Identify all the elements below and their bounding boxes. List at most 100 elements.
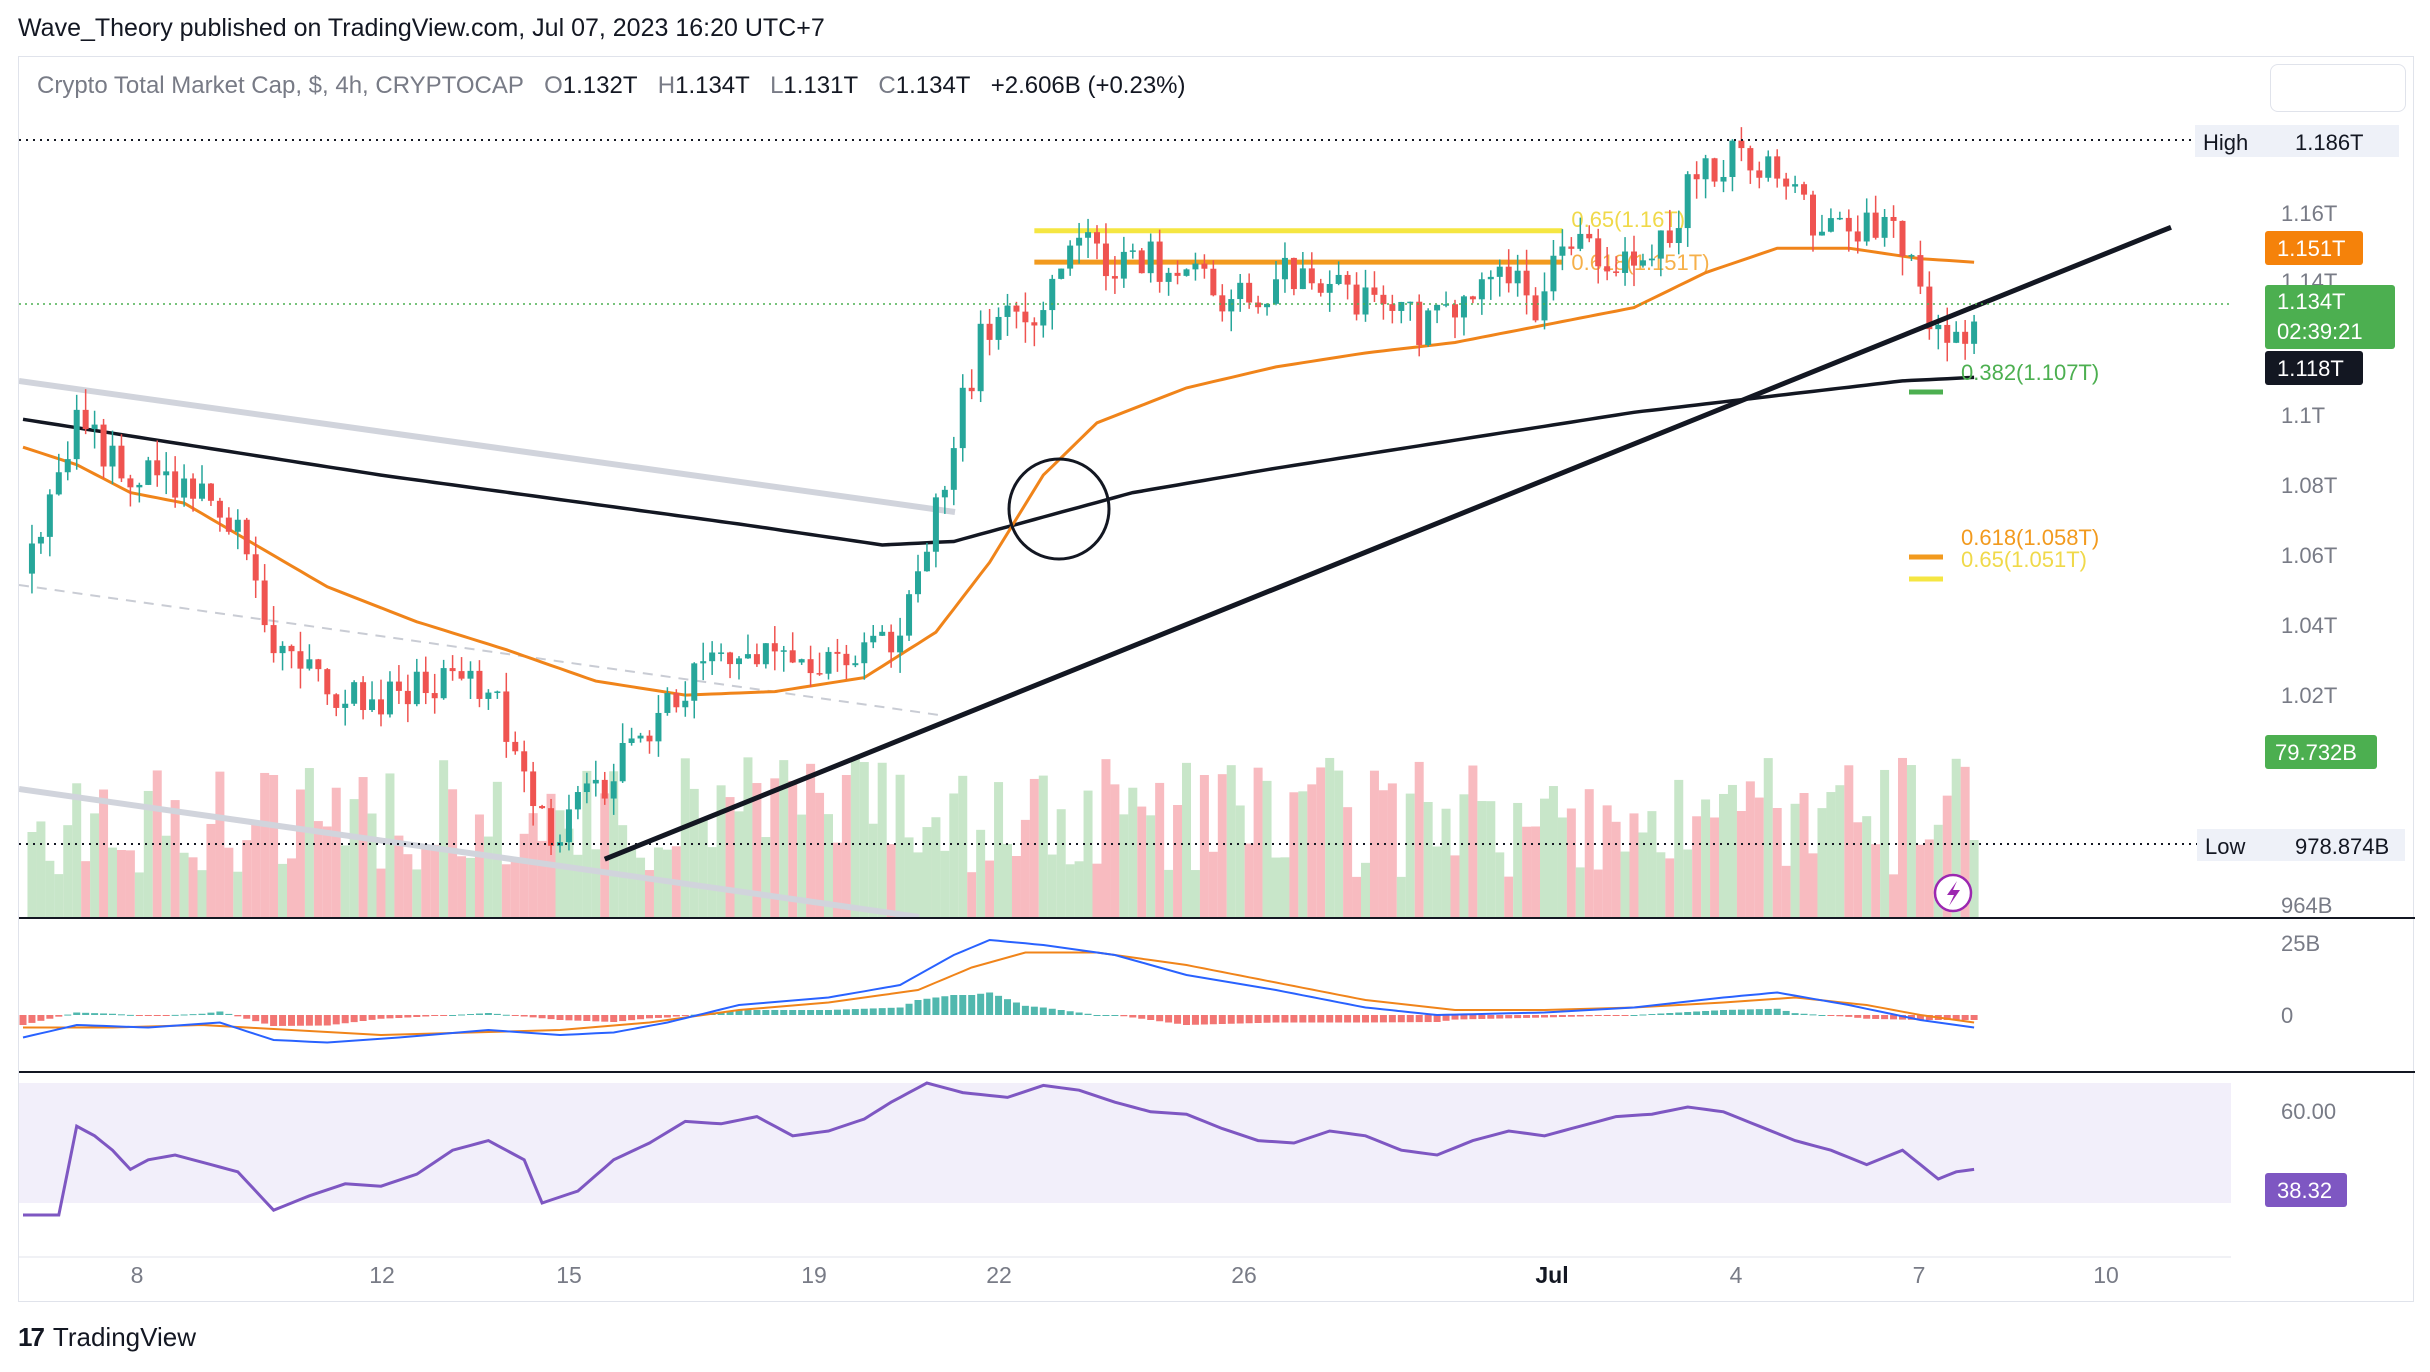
candle-body [753, 654, 760, 665]
volume-bar [1155, 782, 1165, 917]
chart-settings-button[interactable] [2270, 64, 2406, 112]
macd-histogram-bar [126, 1014, 134, 1016]
low-value-box [2289, 829, 2405, 861]
macd-histogram-bar [1576, 1015, 1584, 1017]
chart-svg[interactable]: 0.65(1.16T)0.618(1.151T) 0.382(1.107T) 0… [19, 57, 2415, 1303]
candle-body [1281, 257, 1288, 280]
macd-histogram-bar [1406, 1015, 1414, 1023]
volume-bar [1727, 784, 1737, 917]
candle-body [1935, 324, 1942, 330]
candle-body [324, 669, 331, 695]
volume-bar [143, 790, 153, 917]
macd-histogram-bar [82, 1012, 90, 1015]
candle-body [1308, 268, 1315, 284]
volume-bar [1513, 802, 1523, 917]
candle-body [118, 445, 125, 479]
volume-bar [72, 783, 82, 917]
chart-frame[interactable]: 0.65(1.16T) 0.618(1.151T) 0.382(1.107T) 0… [18, 56, 2415, 1303]
macd-histogram-bar [1362, 1015, 1369, 1023]
legend-symbol[interactable]: Crypto Total Market Cap, $, 4h, CRYPTOCA… [37, 72, 523, 99]
macd-histogram-bar [1344, 1015, 1352, 1023]
candle-body [915, 571, 921, 595]
volume-bar [457, 856, 467, 917]
macd-histogram-bar [753, 1010, 761, 1015]
candle-body [1478, 279, 1485, 300]
legend-low-label: L [770, 72, 783, 99]
macd-histogram-bar [207, 1012, 215, 1015]
volume-bar [1906, 765, 1916, 917]
candle-body [843, 653, 850, 666]
macd-histogram-bar [144, 1015, 152, 1016]
volume-bar [1029, 778, 1039, 917]
macd-histogram-bar [896, 1007, 904, 1015]
macd-histogram-bar [1630, 1015, 1638, 1016]
candle-body [906, 594, 913, 636]
alert-bolt-icon[interactable] [1933, 873, 1973, 913]
price-tick: 1.02T [2281, 683, 2337, 708]
candle-body [494, 691, 501, 693]
macd-histogram-bar [1764, 1008, 1772, 1015]
candle-body [762, 643, 769, 665]
volume-bar [689, 788, 699, 917]
candle-body [485, 692, 492, 699]
volume-bar [81, 861, 91, 917]
volume-bar [967, 872, 977, 917]
candle-body [861, 642, 868, 664]
macd-histogram-bar [762, 1010, 770, 1015]
volume-bar [859, 762, 869, 917]
time-axis[interactable]: 8 12 15 19 22 26 Jul 4 7 10 [131, 1262, 2119, 1288]
volume-bar [519, 833, 529, 917]
candle-body [449, 668, 456, 672]
volume-bar [1898, 757, 1907, 917]
candle-body [592, 779, 599, 784]
candle-body [181, 478, 188, 498]
fib-65-label: 0.65(1.051T) [1961, 547, 2087, 572]
macd-histogram-bar [735, 1010, 743, 1015]
candle-body [771, 643, 778, 652]
rsi-tag-box [2265, 1173, 2347, 1207]
macd-tick: 25B [2281, 931, 2320, 956]
candle-body [1854, 231, 1861, 242]
macd-histogram-bar [1272, 1015, 1280, 1023]
candle-body [216, 500, 223, 518]
volume-bar [278, 863, 288, 917]
macd-histogram-bar [73, 1012, 81, 1015]
candle-body [1917, 255, 1924, 287]
candle-body [100, 424, 107, 467]
candle-body [270, 625, 277, 654]
macd-histogram-bar [1746, 1009, 1754, 1015]
candle-body [476, 670, 483, 699]
macd-histogram-bar [1129, 1015, 1137, 1018]
volume-bar [824, 814, 833, 917]
macd-histogram-bar [798, 1010, 806, 1015]
candle-body [145, 460, 152, 485]
volume-bar [510, 859, 520, 917]
volume-bar [295, 789, 305, 917]
candle-body [1890, 216, 1897, 221]
macd-histogram-bar [1415, 1015, 1423, 1023]
volume-bar [206, 823, 216, 917]
macd-histogram-bar [1021, 1005, 1029, 1015]
volume-bar [609, 771, 619, 917]
volume-bar [1083, 790, 1093, 917]
volume-bar [1414, 761, 1424, 917]
legend-high: 1.134T [675, 72, 750, 99]
candle-body [789, 650, 796, 663]
macd-histogram-bar [19, 1015, 27, 1025]
volume-bar [331, 787, 341, 917]
macd-histogram-bar [153, 1015, 161, 1016]
candle-body [386, 681, 393, 715]
macd-histogram-bar [681, 1015, 689, 1016]
macd-histogram-bar [386, 1015, 394, 1019]
candle-body [46, 494, 53, 537]
candle-body [1434, 304, 1441, 311]
candle-body [315, 659, 322, 670]
macd-histogram-bar [842, 1009, 850, 1015]
volume-bar [492, 781, 502, 917]
volume-bar [573, 854, 583, 917]
tradingview-brand[interactable]: 17 TradingView [18, 1322, 196, 1353]
macd-histogram-bar [1012, 1002, 1020, 1015]
legend[interactable]: Crypto Total Market Cap, $, 4h, CRYPTOCA… [37, 72, 1186, 99]
volume-bar [1056, 809, 1066, 917]
macd-histogram-bar [1335, 1015, 1343, 1023]
